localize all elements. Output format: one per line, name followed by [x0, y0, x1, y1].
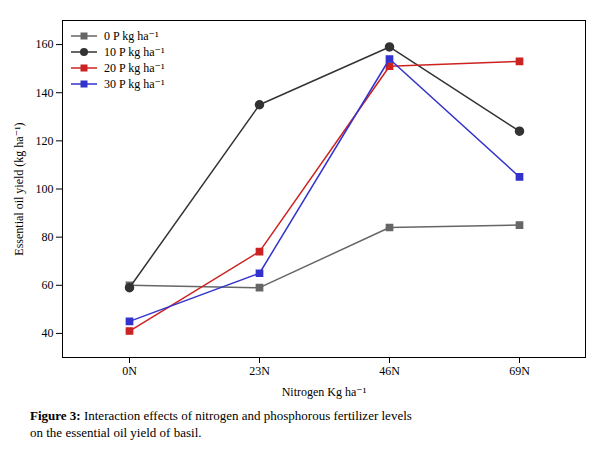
svg-text:23N: 23N [249, 364, 270, 378]
svg-text:46N: 46N [379, 364, 400, 378]
html-text:30 P kg ha⁻¹: 30 P kg ha⁻¹ [104, 77, 165, 91]
svg-text:60: 60 [42, 278, 54, 292]
svg-text:69N: 69N [509, 364, 530, 378]
svg-text:80: 80 [42, 230, 54, 244]
svg-text:120: 120 [36, 134, 54, 148]
svg-text:Nitrogen Kg ha⁻¹: Nitrogen Kg ha⁻¹ [282, 385, 367, 399]
svg-text:140: 140 [36, 86, 54, 100]
svg-text:Essential oil yield (kg ha⁻¹): Essential oil yield (kg ha⁻¹) [12, 122, 26, 255]
svg-text:0N: 0N [122, 364, 137, 378]
html-text:20 P kg ha⁻¹: 20 P kg ha⁻¹ [104, 61, 165, 75]
svg-text:160: 160 [36, 37, 54, 51]
svg-text:40: 40 [42, 326, 54, 340]
html-text:10 P kg ha⁻¹: 10 P kg ha⁻¹ [104, 45, 165, 59]
html-text:Figure 3: Interaction effects: Figure 3: Interaction effects of nitroge… [30, 408, 412, 440]
svg-text:100: 100 [36, 182, 54, 196]
html-text:0 P kg ha⁻¹: 0 P kg ha⁻¹ [104, 29, 159, 43]
